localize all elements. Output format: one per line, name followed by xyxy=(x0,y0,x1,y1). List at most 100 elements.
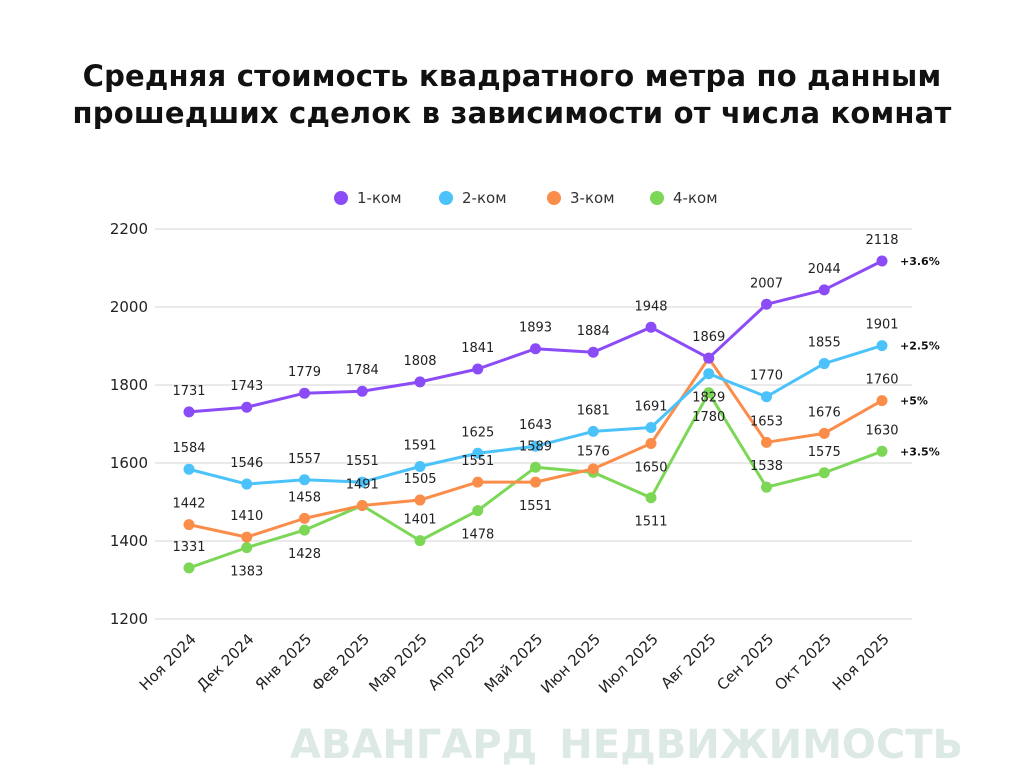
data-point xyxy=(530,343,541,355)
data-point xyxy=(645,492,657,504)
data-label: 1625 xyxy=(461,425,494,440)
legend-marker xyxy=(439,191,453,205)
data-label: 1551 xyxy=(461,454,494,469)
data-point xyxy=(183,562,195,574)
data-point xyxy=(876,340,888,352)
x-tick-label: Янв 2025 xyxy=(252,630,316,694)
data-label: 1491 xyxy=(346,478,379,493)
data-labels-4: 1331 1383 1428 1491 1401 1478 1589 1576 1511 1780… xyxy=(172,410,939,580)
data-point xyxy=(818,284,830,296)
data-label: 1681 xyxy=(577,403,610,418)
watermark-line-1: АВАНГАРД xyxy=(290,722,537,768)
data-label: 1410 xyxy=(230,509,263,524)
x-tick-label: Мар 2025 xyxy=(365,630,430,695)
data-label: 1691 xyxy=(634,400,667,415)
data-label: 1841 xyxy=(461,341,494,356)
data-label: 1808 xyxy=(403,354,436,369)
data-label: 1760 xyxy=(865,373,898,388)
data-label: 1643 xyxy=(519,418,552,433)
legend-label: 3-ком xyxy=(570,189,615,207)
data-label: 1538 xyxy=(750,459,783,474)
x-tick-label: Ноя 2025 xyxy=(829,630,893,694)
data-label: 1383 xyxy=(230,565,263,580)
data-label: 1829 xyxy=(692,391,725,406)
data-label: 1676 xyxy=(808,405,841,420)
change-label: +2.5% xyxy=(900,340,940,353)
data-label: 1650 xyxy=(634,461,667,476)
data-label: 1869 xyxy=(692,330,725,345)
data-point xyxy=(414,535,426,547)
x-tick-label: Фев 2025 xyxy=(308,630,373,695)
data-point xyxy=(761,391,772,403)
data-point xyxy=(876,395,888,407)
data-point xyxy=(761,481,772,493)
data-label: 1576 xyxy=(577,444,610,459)
data-point xyxy=(587,463,599,475)
data-point xyxy=(876,255,888,267)
data-label: 2118 xyxy=(865,233,898,248)
data-point xyxy=(703,368,715,380)
data-point xyxy=(530,476,541,488)
data-label: 1478 xyxy=(461,528,494,543)
data-point xyxy=(818,358,830,370)
data-label: 1551 xyxy=(346,454,379,469)
legend-label: 2-ком xyxy=(462,189,507,207)
data-point xyxy=(530,461,541,473)
data-label: 1731 xyxy=(172,384,205,399)
data-label: 1743 xyxy=(230,379,263,394)
data-point xyxy=(299,474,310,486)
legend-label: 1-ком xyxy=(357,189,402,207)
title-line-2: прошедших сделок в зависимости от числа … xyxy=(72,96,952,130)
data-point xyxy=(183,406,195,418)
x-tick-label: Дек 2024 xyxy=(193,630,257,694)
data-label: 1653 xyxy=(750,414,783,429)
data-label: 1331 xyxy=(172,540,205,555)
data-label: 1779 xyxy=(288,365,321,380)
legend: 1-ком 2-ком 3-ком 4-ком xyxy=(334,189,718,207)
data-point xyxy=(356,500,368,512)
x-tick-label: Июл 2025 xyxy=(595,630,662,697)
data-label: 1546 xyxy=(230,456,263,471)
data-point xyxy=(761,298,772,310)
legend-marker xyxy=(650,191,664,205)
legend-marker xyxy=(547,191,561,205)
data-point xyxy=(876,445,888,457)
watermark-line-2: НЕДВИЖИМОСТЬ xyxy=(559,722,963,768)
title-line-1: Средняя стоимость квадратного метра по д… xyxy=(82,59,942,93)
data-point xyxy=(183,463,195,475)
data-labels-3: 1442 1410 1458 1505 1551 1551 1650 1653 1676 1760… xyxy=(172,373,927,524)
data-point xyxy=(761,436,772,448)
x-tick-label: Окт 2025 xyxy=(771,630,835,694)
series-2 xyxy=(183,340,888,490)
data-point xyxy=(818,427,830,439)
y-tick-label: 1800 xyxy=(110,376,148,394)
x-tick-label: Ноя 2024 xyxy=(136,630,200,694)
data-point xyxy=(472,363,484,375)
legend-label: 4-ком xyxy=(673,189,718,207)
series-3 xyxy=(183,352,888,543)
data-point xyxy=(241,401,253,413)
x-tick-label: Май 2025 xyxy=(481,630,547,696)
data-point xyxy=(703,387,715,399)
series-1 xyxy=(183,255,888,418)
watermark-text: АВАНГАРД НЕДВИЖИМОСТЬ xyxy=(290,722,963,768)
y-tick-label: 1400 xyxy=(110,532,148,550)
data-label: 1401 xyxy=(403,513,436,528)
data-label: 1428 xyxy=(288,547,321,562)
data-label: 1458 xyxy=(288,490,321,505)
data-label: 1589 xyxy=(519,439,552,454)
data-point xyxy=(472,476,484,488)
y-tick-label: 2000 xyxy=(110,298,148,316)
data-point xyxy=(703,352,715,364)
data-label: 1784 xyxy=(346,363,379,378)
data-label: 1780 xyxy=(692,410,725,425)
data-point xyxy=(299,512,310,524)
data-label: 1551 xyxy=(519,499,552,514)
y-tick-label: 1600 xyxy=(110,454,148,472)
data-point xyxy=(299,524,310,536)
data-point xyxy=(356,385,368,397)
data-point xyxy=(414,494,426,506)
data-point xyxy=(818,467,830,479)
data-point xyxy=(414,376,426,388)
series-lines: 1731 1743 1779 1784 1808 1841 1893 1884 1948 1869… xyxy=(172,233,939,580)
